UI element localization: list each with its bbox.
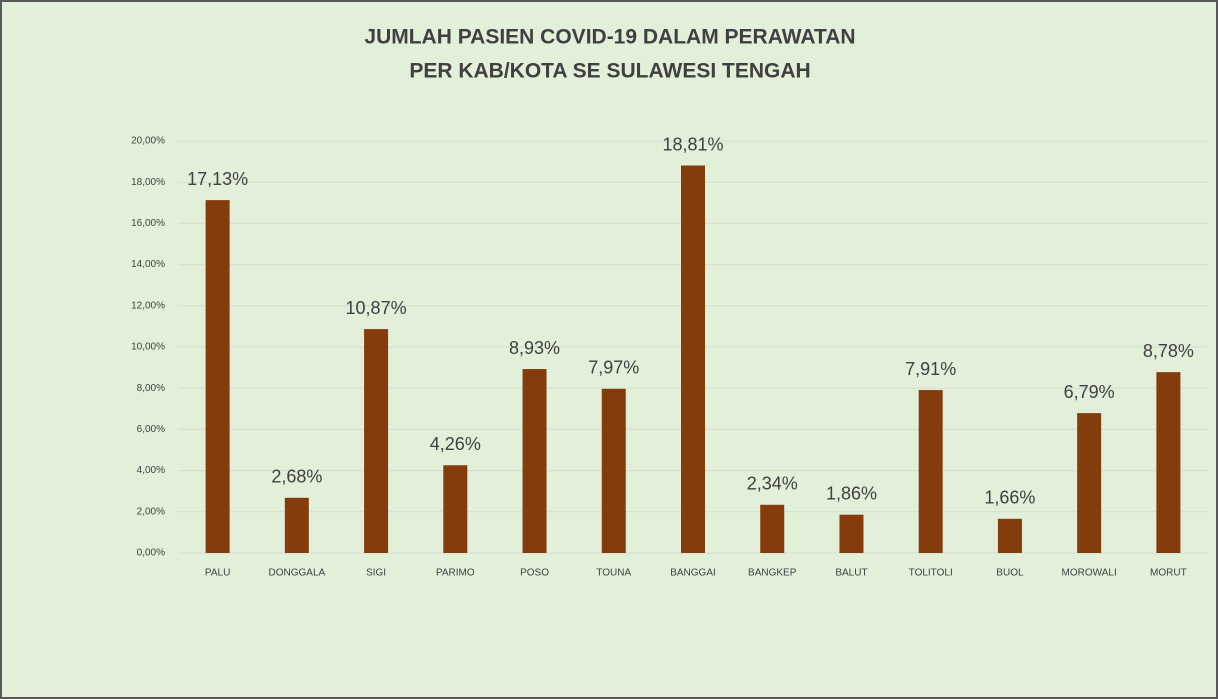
bar — [205, 200, 230, 553]
data-label: 8,93% — [509, 338, 560, 358]
x-tick-label: PARIMO — [436, 568, 475, 579]
x-tick-label: BANGKEP — [748, 568, 797, 579]
data-label: 4,26% — [430, 434, 481, 454]
bar — [997, 518, 1022, 553]
bar — [760, 504, 785, 553]
y-tick-label: 10,00% — [131, 342, 165, 353]
x-tick-label: BUOL — [996, 568, 1024, 579]
x-tick-label: PALU — [205, 568, 230, 579]
data-label: 10,87% — [346, 298, 407, 318]
y-tick-label: 8,00% — [137, 383, 165, 394]
data-label: 17,13% — [187, 169, 248, 189]
bar — [364, 329, 389, 553]
x-tick-label: BANGGAI — [670, 568, 716, 579]
y-tick-label: 0,00% — [137, 548, 165, 559]
y-tick-label: 16,00% — [131, 218, 165, 229]
bar — [839, 514, 864, 553]
x-tick-label: MOROWALI — [1062, 568, 1117, 579]
chart-title: JUMLAH PASIEN COVID-19 DALAM PERAWATAN — [364, 26, 855, 49]
y-tick-label: 6,00% — [137, 424, 165, 435]
x-tick-label: BALUT — [835, 568, 867, 579]
y-tick-label: 20,00% — [131, 136, 165, 147]
x-tick-label: TOUNA — [596, 568, 631, 579]
bar — [284, 497, 309, 553]
data-label: 7,97% — [588, 358, 639, 378]
bar — [681, 165, 705, 553]
y-tick-label: 12,00% — [131, 300, 165, 311]
data-label: 18,81% — [662, 134, 723, 154]
bar — [601, 388, 626, 553]
data-label: 2,68% — [271, 467, 322, 487]
data-label: 7,91% — [905, 359, 956, 379]
data-label: 8,78% — [1143, 341, 1194, 361]
y-tick-label: 4,00% — [137, 465, 165, 476]
bar — [443, 465, 468, 553]
bar — [918, 390, 943, 553]
bar — [1156, 372, 1181, 553]
x-tick-label: SIGI — [366, 568, 386, 579]
x-tick-label: DONGGALA — [269, 568, 326, 579]
bar — [522, 369, 547, 553]
y-tick-label: 18,00% — [131, 177, 165, 188]
y-tick-label: 2,00% — [137, 506, 165, 517]
data-label: 1,66% — [984, 488, 1035, 508]
x-tick-label: MORUT — [1150, 568, 1187, 579]
data-label: 6,79% — [1064, 382, 1115, 402]
data-label: 2,34% — [747, 474, 798, 494]
data-label: 1,86% — [826, 483, 877, 503]
bar — [1077, 413, 1102, 553]
x-tick-label: POSO — [520, 568, 549, 579]
x-tick-label: TOLITOLI — [909, 568, 953, 579]
chart-title: PER KAB/KOTA SE SULAWESI TENGAH — [409, 60, 810, 83]
y-tick-label: 14,00% — [131, 259, 165, 270]
